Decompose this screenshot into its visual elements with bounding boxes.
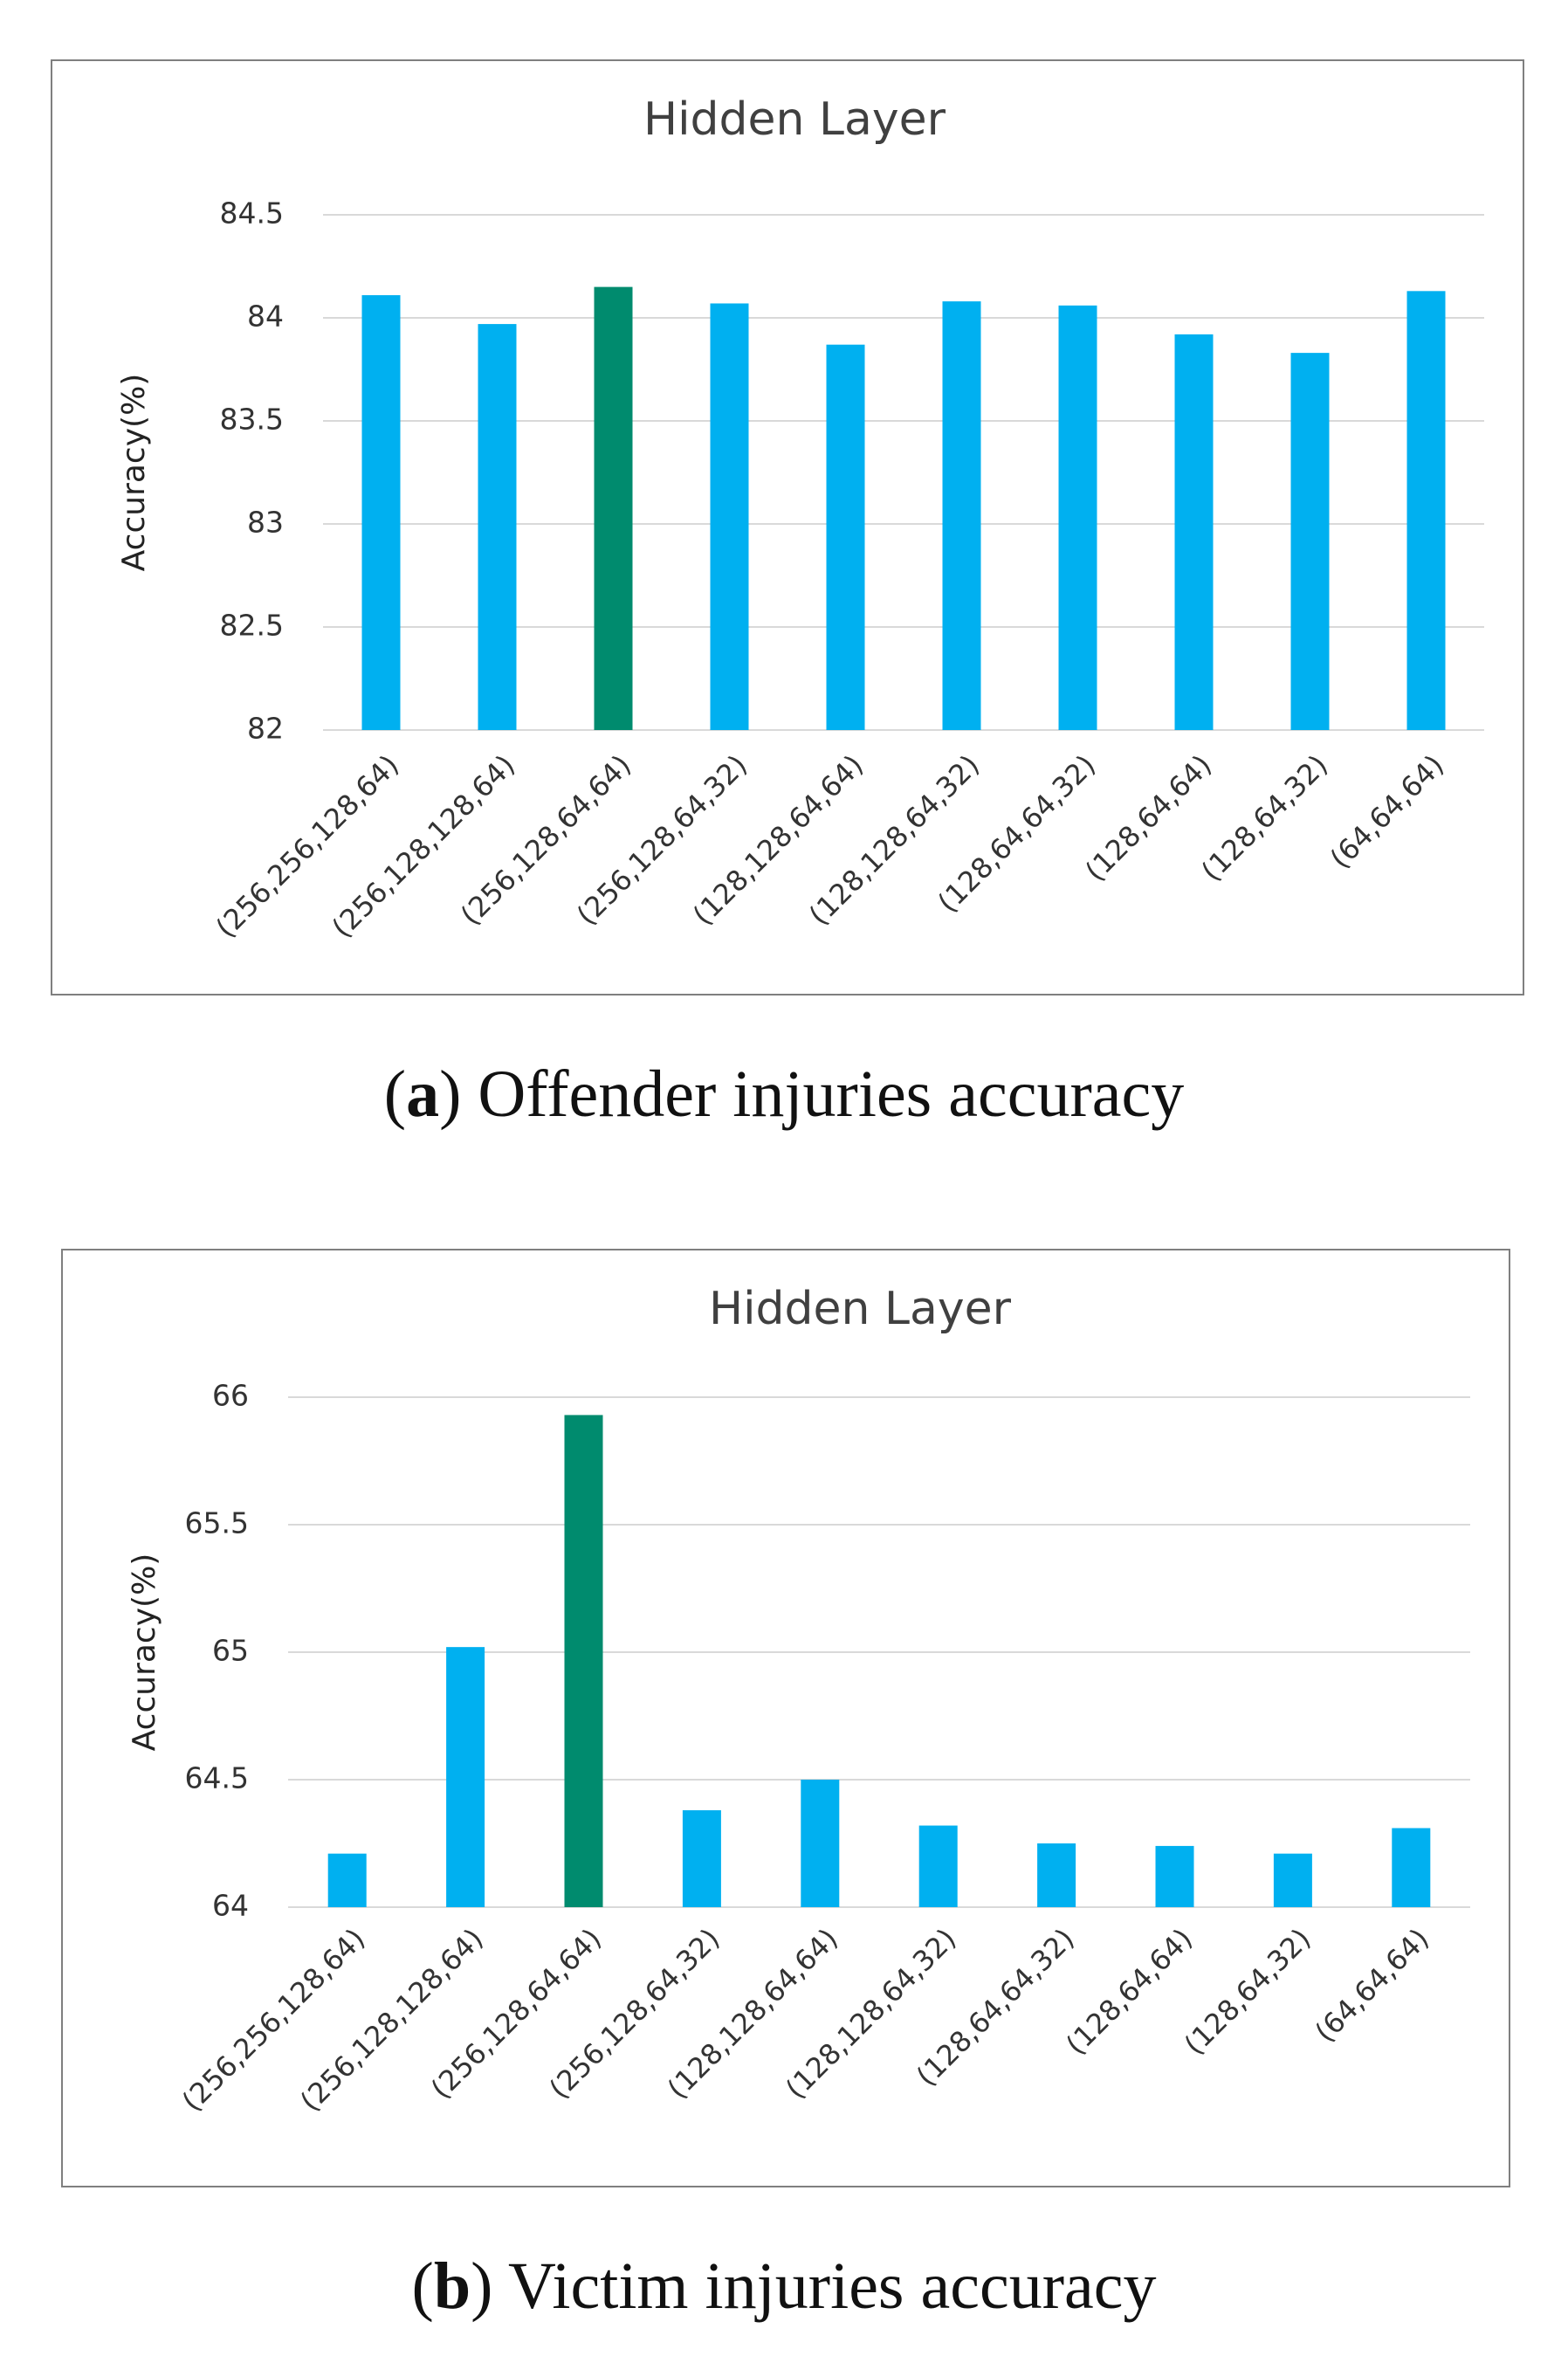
bar <box>1058 305 1097 730</box>
chart-title: Hidden Layer <box>643 93 946 146</box>
y-tick-label: 64.5 <box>185 1761 249 1795</box>
bar <box>327 1853 367 1907</box>
y-tick-label: 64 <box>212 1889 249 1923</box>
caption-text: Victim injuries accuracy <box>492 2249 1157 2323</box>
chart-offender: Hidden Layer 82 82.5 83 83.5 84 84.5 Accuracy(%… <box>116 93 1484 944</box>
caption-text: Offender injuries accuracy <box>461 1057 1185 1131</box>
bar <box>918 1825 958 1907</box>
caption-offender: (a) Offender injuries accuracy <box>383 1057 1185 1131</box>
bar <box>478 324 517 730</box>
y-tick-label: 65.5 <box>185 1506 249 1540</box>
bar <box>1273 1853 1312 1907</box>
y-tick-label: 82.5 <box>220 609 284 643</box>
y-axis-label: Accuracy(%) <box>116 374 152 572</box>
bar <box>594 286 633 730</box>
bar <box>801 1780 840 1907</box>
bar <box>1406 291 1446 730</box>
bar <box>1037 1843 1076 1907</box>
caption-letter: a <box>406 1057 440 1131</box>
x-tick-label: (64,64,64) <box>1324 748 1450 875</box>
bar <box>1290 353 1330 730</box>
x-tick-label: (128,64,32) <box>1178 1922 1317 2062</box>
caption-victim: (b) Victim injuries accuracy <box>411 2249 1157 2323</box>
y-tick-label: 65 <box>212 1634 249 1668</box>
chart-title: Hidden Layer <box>709 1283 1012 1335</box>
bar <box>826 344 865 730</box>
chart-victim: Hidden Layer6464.56565.566Accuracy(%)(25… <box>127 1283 1470 2118</box>
y-tick-label: 83 <box>247 506 284 540</box>
chart-panel-victim: Hidden Layer 64 64.5 65 65.5 66 Accuracy(%) (25… <box>61 1249 1510 2187</box>
x-tick-label: (128,64,32) <box>1194 748 1334 888</box>
bar <box>942 301 981 730</box>
x-tick-label: (128,64,64) <box>1059 1922 1199 2062</box>
y-axis-label: Accuracy(%) <box>127 1553 162 1752</box>
y-tick-label: 66 <box>212 1379 249 1413</box>
bar <box>564 1415 603 1907</box>
bar <box>1174 334 1214 730</box>
y-tick-label: 83.5 <box>220 403 284 437</box>
bar <box>446 1647 485 1907</box>
chart-panel-offender: Hidden Layer 82 82.5 83 83.5 84 84.5 Accuracy(%… <box>51 59 1524 995</box>
bar <box>682 1810 721 1907</box>
y-tick-label: 84.5 <box>220 196 284 231</box>
x-tick-label: (64,64,64) <box>1309 1922 1435 2049</box>
bar <box>361 295 401 730</box>
bar <box>1392 1828 1431 1907</box>
y-tick-label: 82 <box>247 712 284 746</box>
bar <box>710 303 749 730</box>
bar <box>1155 1845 1194 1907</box>
caption-letter: b <box>433 2249 471 2323</box>
y-tick-label: 84 <box>247 300 284 334</box>
